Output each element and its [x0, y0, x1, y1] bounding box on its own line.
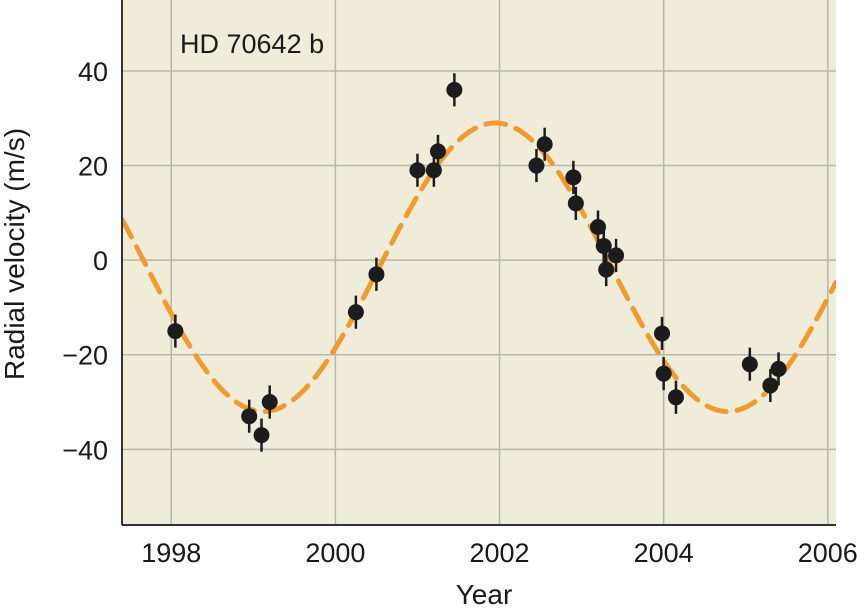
data-point	[446, 73, 463, 107]
data-marker	[446, 81, 463, 98]
data-marker	[241, 408, 258, 425]
x-tick-label: 2002	[469, 538, 529, 568]
data-point	[655, 357, 672, 391]
data-marker	[655, 365, 672, 382]
data-point	[241, 399, 258, 433]
chart-title: HD 70642 b	[180, 29, 324, 59]
data-marker	[429, 143, 446, 160]
data-marker	[741, 356, 758, 373]
y-tick-label: 20	[78, 152, 108, 182]
x-tick-label: 1998	[141, 538, 201, 568]
data-marker	[261, 394, 278, 411]
y-axis-title: Radial velocity (m/s)	[0, 128, 30, 380]
data-point	[770, 352, 787, 386]
data-point	[595, 229, 612, 263]
fit-curve	[122, 120, 836, 414]
data-point	[368, 257, 385, 291]
y-tick-label: −20	[62, 341, 108, 371]
data-marker	[409, 162, 426, 179]
data-marker	[347, 304, 364, 321]
data-marker	[253, 427, 270, 444]
data-point	[567, 186, 584, 220]
data-point	[608, 238, 625, 272]
grid	[122, 0, 836, 525]
data-marker	[536, 136, 553, 153]
x-tick-labels: 1998 2000 2002 2004 2006	[141, 538, 857, 568]
data-marker	[368, 266, 385, 283]
data-marker	[567, 195, 584, 212]
data-marker	[608, 247, 625, 264]
data-marker	[654, 325, 671, 342]
x-axis-title: Year	[456, 579, 513, 610]
data-point	[565, 160, 582, 194]
data-points-layer	[167, 73, 787, 452]
data-point	[409, 153, 426, 187]
data-marker	[167, 323, 184, 340]
y-tick-label: −40	[62, 435, 108, 465]
data-marker	[770, 360, 787, 377]
data-marker	[667, 389, 684, 406]
data-point	[598, 253, 615, 287]
data-point	[253, 418, 270, 452]
data-point	[536, 127, 553, 161]
data-marker	[590, 219, 606, 236]
fit-curve-layer	[122, 120, 836, 414]
data-point	[762, 368, 779, 403]
data-point	[741, 347, 758, 381]
axes	[121, 0, 836, 526]
x-tick-label: 2000	[305, 538, 365, 568]
x-tick-label: 2004	[634, 538, 694, 568]
y-tick-labels: 40 20 0 −20 −40	[62, 57, 108, 465]
data-point	[167, 314, 184, 348]
data-point	[429, 134, 446, 168]
y-tick-label: 0	[93, 246, 108, 276]
data-point	[590, 210, 606, 244]
data-point	[347, 295, 364, 329]
plot-area	[122, 0, 836, 525]
data-point	[261, 385, 278, 419]
data-point	[654, 316, 671, 350]
data-marker	[425, 162, 442, 179]
data-marker	[762, 377, 779, 394]
data-point	[667, 380, 684, 414]
data-marker	[565, 169, 582, 186]
data-point	[528, 148, 545, 183]
x-tick-label: 2006	[798, 538, 857, 568]
data-marker	[595, 237, 612, 254]
y-tick-label: 40	[78, 57, 108, 87]
data-marker	[528, 157, 545, 174]
data-marker	[598, 261, 615, 278]
